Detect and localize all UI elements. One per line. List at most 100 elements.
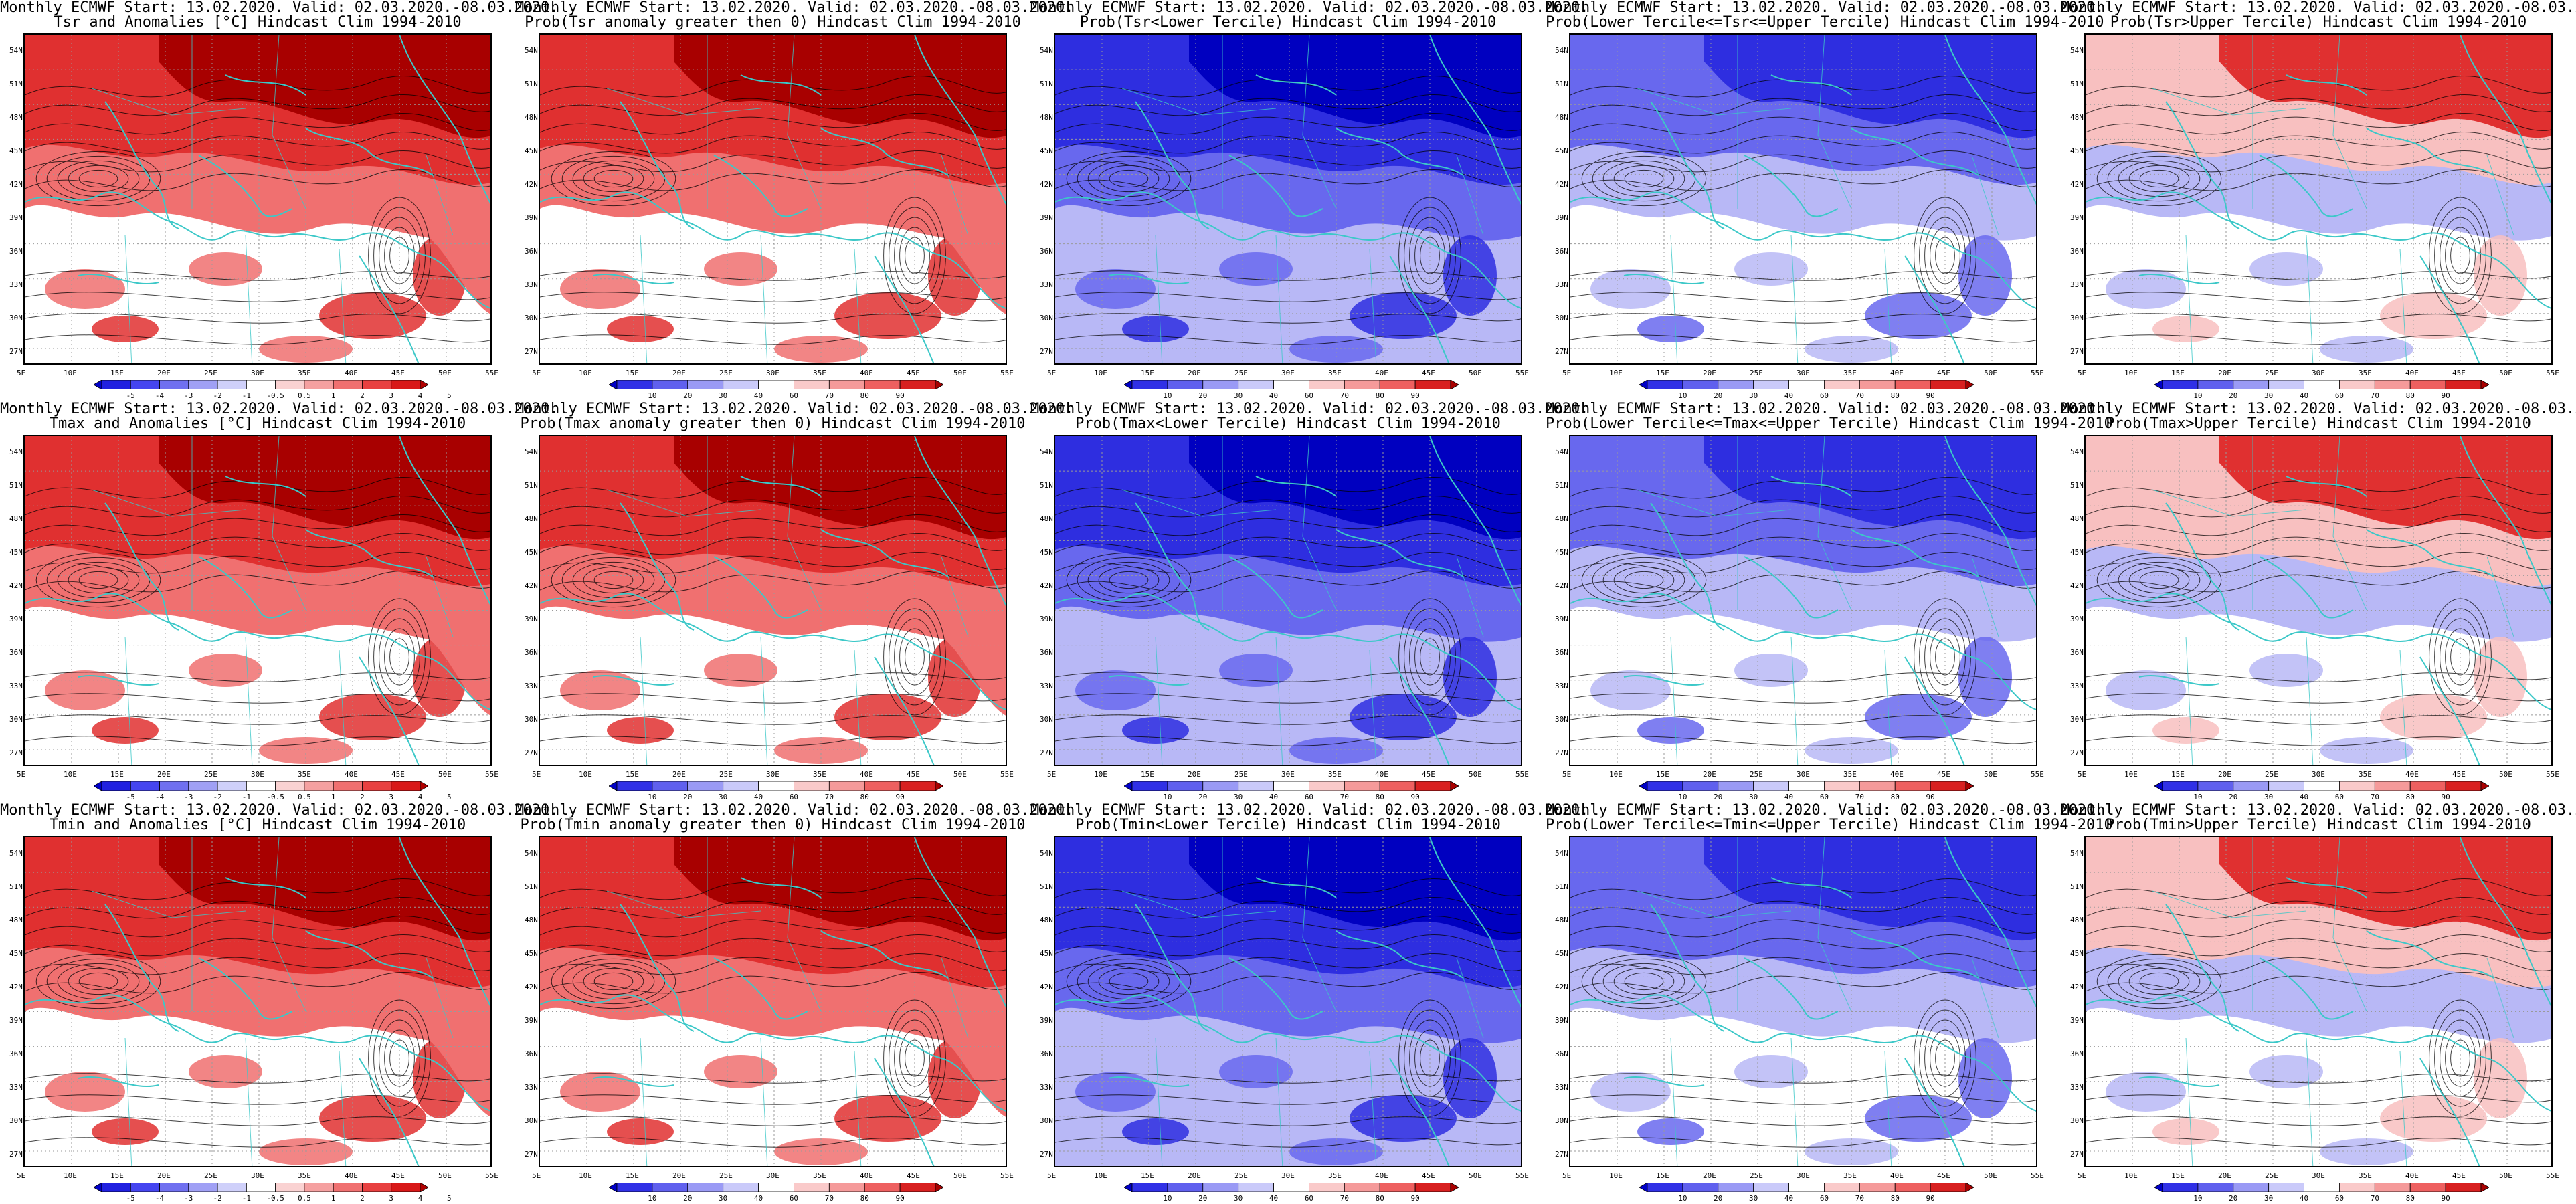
colorbar-swatch [94,1183,102,1192]
colorbar-tick-label: 70 [1340,1194,1349,1203]
borders [91,35,454,363]
lat-label: 42N [1040,983,1053,991]
lon-label: 10E [64,369,77,377]
lat-label: 42N [1555,983,1568,991]
map-svg [1055,35,1521,363]
colorbar-tick-label: 3 [389,1194,394,1203]
colorbar-swatch [1859,1183,1896,1192]
colorbar-tick-label: 80 [2405,793,2415,801]
colorbar-tick-label: 40 [753,793,763,801]
colorbar-tick-label: 30 [1234,1194,1243,1203]
lat-label: 27N [2070,347,2084,356]
map-svg [2086,436,2551,765]
colorbar-tick-label: 10 [648,793,657,801]
coastline [1570,436,2036,765]
lat-label: 27N [525,347,538,356]
lon-label: 25E [1234,770,1248,779]
colorbar-swatch [1414,1183,1451,1192]
colorbar-tick-label: 80 [860,793,869,801]
colorbar-tick-label: 10 [1678,793,1687,801]
colorbar-tick-label: -5 [126,793,135,801]
colorbar-swatch [2445,781,2482,791]
lon-label: 45E [907,1171,920,1180]
colorbar-swatch [1965,380,1974,389]
colorbar-swatch [2409,781,2446,791]
lat-label: 42N [1555,581,1568,590]
colorbar-swatch [723,1183,759,1192]
lon-label: 45E [1937,369,1950,377]
lat-label: 33N [1555,1083,1568,1092]
colorbar-swatch [2339,781,2375,791]
colorbar-swatch [1238,781,1274,791]
contours [1570,75,2036,345]
lon-label: 20E [1188,369,1201,377]
lat-label: 39N [9,1016,23,1025]
lon-label: 5E [532,369,541,377]
lat-label: 45N [1555,548,1568,557]
colorbar-tick-label: 5 [446,1194,452,1203]
map-area [1054,836,1522,1167]
colorbar-tick-label: -2 [213,1194,222,1203]
colorbar-swatch [1273,781,1309,791]
colorbar-swatch [304,781,334,791]
lat-label: 42N [9,983,23,991]
lat-label: 27N [9,347,23,356]
panel-header: Monthly ECMWF Start: 13.02.2020. Valid: … [0,802,559,819]
lat-label: 33N [525,1083,538,1092]
colorbar-swatch [101,1183,131,1192]
lat-label: 51N [2070,882,2084,891]
colorbar-tick-label: 40 [753,1194,763,1203]
lat-label: 45N [2070,548,2084,557]
colorbar-tick-label: 70 [2370,793,2379,801]
colorbar-swatch [2480,380,2489,389]
graticule [1055,35,1521,363]
lat-label: 54N [9,447,23,456]
field-band-3 [1189,436,1521,540]
borders [2152,35,2514,363]
field-patch [1958,637,2012,717]
field-patch [92,316,159,342]
lat-label: 30N [2070,1116,2084,1125]
colorbar-swatch [1309,1183,1345,1192]
colorbar-swatch [1131,781,1168,791]
field-patch [189,654,262,687]
colorbar-tick-label: -4 [155,793,165,801]
lon-label: 15E [1656,770,1669,779]
colorbar-tick-label: 0.5 [297,793,311,801]
map-panel-r1c2: Monthly ECMWF Start: 13.02.2020. Valid: … [515,0,1073,401]
colorbar-tick-label: 40 [1784,391,1794,400]
contours [1055,878,1521,1148]
borders [2152,436,2514,765]
colorbar-swatch [130,781,160,791]
lat-label: 27N [1555,748,1568,757]
map-panel-r3c3: Monthly ECMWF Start: 13.02.2020. Valid: … [1030,803,1588,1204]
map-panel-r1c1: Monthly ECMWF Start: 13.02.2020. Valid: … [0,0,558,401]
colorbar-swatch [1309,380,1345,389]
colorbar-tick-label: 20 [1198,391,1208,400]
colorbar-swatch [1894,781,1931,791]
map-svg [2086,837,2551,1166]
lon-label: 35E [2359,770,2372,779]
colorbar-tick-label: 90 [1926,1194,1935,1203]
lon-label: 55E [485,1171,498,1180]
colorbar-swatch [1450,781,1459,791]
panel-title: Tmax and Anomalies [°C] Hindcast Clim 19… [49,415,466,432]
map-panel-r3c2: Monthly ECMWF Start: 13.02.2020. Valid: … [515,803,1073,1204]
colorbar-swatch [362,781,392,791]
lat-label: 30N [1040,314,1053,322]
lon-label: 50E [1469,369,1482,377]
lon-label: 10E [579,369,592,377]
lon-label: 10E [1609,1171,1623,1180]
colorbar-swatch [1682,1183,1719,1192]
lat-label: 33N [2070,1083,2084,1092]
lat-label: 54N [1555,849,1568,858]
lon-label: 35E [1328,770,1342,779]
colorbar-tick-label: 30 [719,1194,728,1203]
colorbar-swatch [275,781,305,791]
colorbar-tick-label: 30 [1749,391,1758,400]
colorbar [609,380,943,389]
lon-label: 50E [953,770,967,779]
lat-label: 48N [9,916,23,924]
lon-label: 10E [1609,770,1623,779]
lon-label: 25E [719,369,733,377]
